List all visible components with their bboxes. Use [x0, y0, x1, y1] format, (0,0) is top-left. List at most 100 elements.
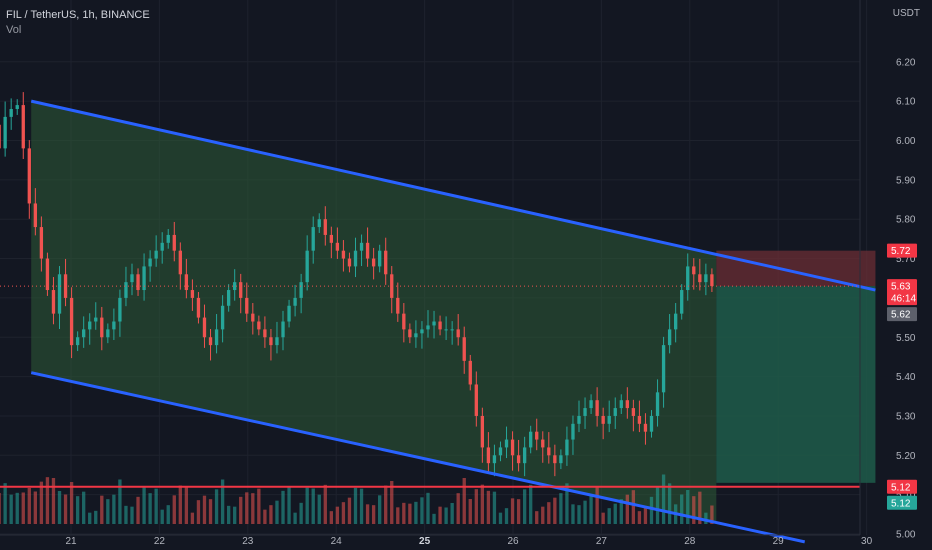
target-price-tag: 5.72: [887, 243, 917, 258]
volume-bar: [529, 484, 533, 524]
volume-bar: [178, 485, 182, 524]
time-tick-label: 24: [331, 536, 343, 547]
candle-body: [311, 227, 315, 251]
volume-bar: [480, 484, 485, 524]
volume-bar: [220, 479, 225, 524]
time-tick-label: 27: [596, 536, 608, 547]
price-tick-label: 5.70: [896, 254, 916, 265]
candle-body: [172, 234, 176, 251]
volume-bar: [51, 478, 56, 524]
volume-bar: [571, 504, 575, 524]
volume-bar: [112, 494, 116, 524]
volume-bar: [166, 505, 170, 524]
candle-body: [27, 148, 31, 204]
volume-bar: [208, 499, 213, 524]
volume-bar: [329, 511, 333, 524]
volume-bar: [559, 493, 563, 524]
volume-bar: [444, 507, 448, 524]
volume-bar: [468, 499, 472, 524]
volume-bar: [124, 505, 128, 524]
price-tick-label: 5.20: [896, 451, 916, 462]
candle-body: [214, 329, 219, 346]
risk-zone: [716, 250, 876, 287]
volume-bar: [21, 492, 25, 524]
candle-body: [438, 321, 442, 330]
candle-body: [57, 274, 62, 314]
channel-lower-line: [30, 371, 806, 544]
volume-bar: [57, 491, 62, 524]
price-tick-label: 6.20: [896, 57, 916, 68]
candle-body: [317, 219, 321, 228]
candle-body: [275, 337, 279, 346]
volume-bar: [15, 492, 19, 524]
price-tick-label: 5.80: [896, 215, 916, 226]
candle-body: [643, 423, 648, 432]
volume-bar: [607, 508, 611, 524]
candle-body: [468, 360, 472, 385]
candle-body: [698, 274, 702, 283]
candle-body: [208, 337, 213, 346]
support-tag-1-text: 5.12: [891, 482, 911, 493]
time-tick-label: 28: [684, 536, 696, 547]
prev-close-tag-text: 5.62: [891, 310, 911, 321]
volume-bar: [94, 510, 98, 524]
price-tick-label: 5.90: [896, 175, 916, 186]
volume-bar: [263, 509, 267, 524]
candle-body: [323, 219, 327, 235]
symbol-title: FIL / TetherUS, 1h, BINANCE: [6, 9, 150, 21]
volume-bar: [456, 493, 460, 524]
candle-body: [390, 274, 394, 298]
candle-body: [257, 321, 261, 330]
volume-bar: [275, 500, 279, 524]
volume-bar: [45, 477, 50, 524]
candle-body: [160, 242, 164, 251]
candle-body: [456, 329, 460, 338]
candle-body: [353, 250, 358, 267]
volume-bar: [371, 505, 376, 524]
candle-body: [3, 116, 7, 149]
volume-bar: [541, 506, 545, 524]
candle-body: [420, 329, 424, 334]
volume-bar: [649, 496, 654, 524]
candle-body: [69, 297, 74, 346]
volume-bar: [190, 512, 195, 524]
volume-bar: [341, 502, 346, 524]
volume-bar: [233, 506, 237, 524]
volume-bar: [643, 506, 648, 524]
volume-bar: [226, 505, 231, 524]
candle-body: [233, 282, 237, 291]
volume-bar: [293, 512, 297, 524]
candle-body: [426, 325, 430, 330]
volume-bar: [667, 483, 672, 524]
candle-body: [462, 337, 466, 361]
volume-bar: [63, 494, 68, 524]
volume-bar: [595, 486, 599, 524]
volume-bar: [402, 502, 406, 524]
volume-bar: [601, 512, 605, 524]
volume-bar: [661, 474, 666, 524]
volume-bar: [613, 503, 617, 524]
candle-body: [589, 400, 593, 409]
candle-body: [692, 266, 696, 275]
volume-bar: [384, 485, 388, 524]
candle-body: [226, 290, 231, 306]
candle-body: [184, 274, 189, 291]
volume-bar: [420, 497, 424, 524]
candle-body: [82, 329, 86, 338]
volume-bar: [710, 505, 714, 524]
volume-bar: [39, 481, 44, 524]
volume-bar: [408, 503, 412, 524]
candle-body: [51, 290, 56, 314]
volume-bar: [390, 481, 394, 524]
candle-body: [329, 234, 333, 243]
volume-bar: [75, 496, 80, 524]
volume-bar: [414, 501, 418, 524]
volume-bar: [148, 493, 152, 524]
volume-bar: [474, 489, 478, 524]
candle-body: [293, 297, 297, 306]
volume-bar: [27, 488, 31, 524]
candle-body: [305, 250, 309, 283]
volume-bar: [378, 495, 382, 524]
candle-body: [378, 250, 382, 267]
